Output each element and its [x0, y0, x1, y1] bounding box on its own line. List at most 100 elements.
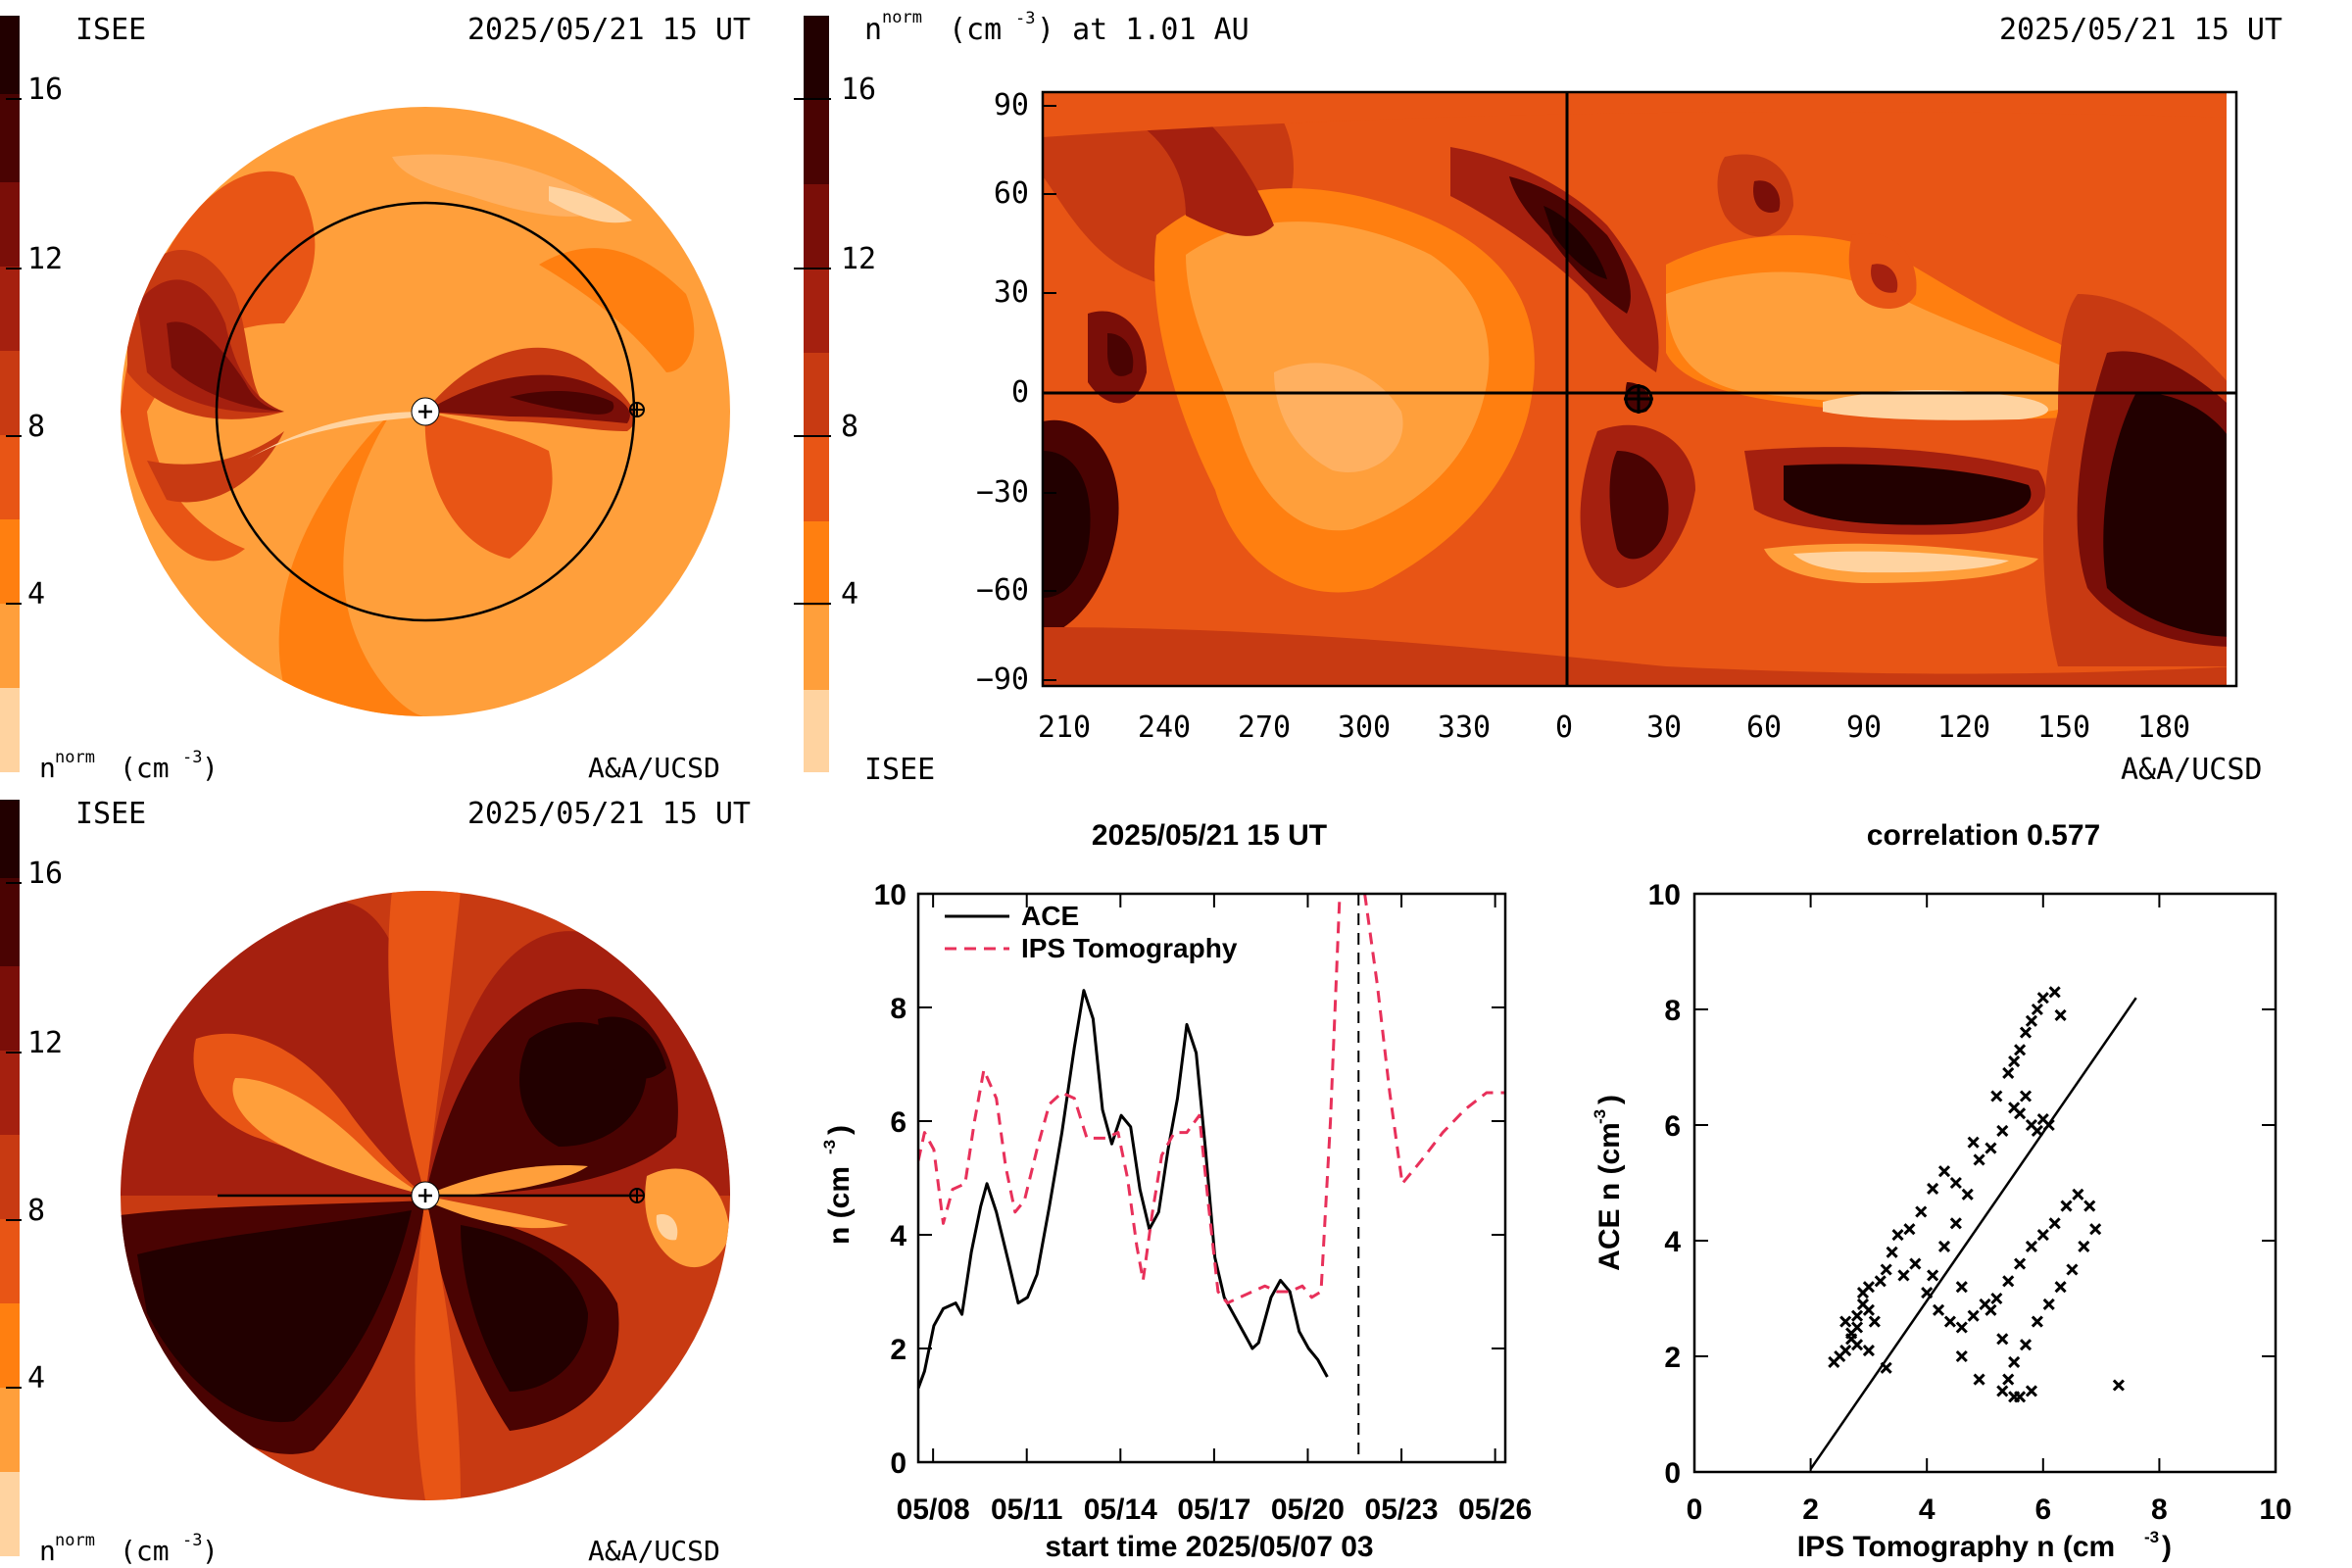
x-tick-label: 6	[2034, 1494, 2051, 1526]
y-tick-label: 30	[994, 275, 1029, 310]
y-tick-label: −30	[976, 475, 1029, 510]
scatter-point	[1996, 1333, 2009, 1346]
x-tick-label: 05/23	[1365, 1494, 1439, 1526]
top-left-density-disk	[121, 107, 730, 716]
scatter-chart-xlabel: IPS Tomography n (cm -3 )	[1797, 1528, 2172, 1563]
svg-text:-3: -3	[182, 748, 202, 767]
scatter-point	[1839, 1315, 1852, 1328]
y-tick-label: 4	[1664, 1226, 1681, 1258]
svg-text:n: n	[864, 13, 882, 47]
scatter-point	[2031, 1003, 2043, 1016]
line-chart-ylabel: n (cm -3 )	[820, 1125, 856, 1245]
scatter-point	[2031, 1124, 2043, 1137]
line-chart-grid-ticks: 0 2 4 6 8 10 05/08 05/11 05/14 05/17 05/20 05/23 05/…	[874, 879, 1533, 1526]
scatter-chart-ticks: 0 2 4 6 8 10 0 2 4 6 8 10	[1648, 879, 2292, 1526]
scatter-point	[1973, 1153, 1985, 1166]
scatter-chart-title: correlation 0.577	[1867, 819, 2100, 852]
scatter-point	[2014, 1257, 2027, 1270]
synoptic-map-timestamp: 2025/05/21 15 UT	[1999, 13, 2282, 47]
x-tick-label: 05/14	[1084, 1494, 1157, 1526]
x-tick-label: 10	[2259, 1494, 2291, 1526]
scatter-point	[1921, 1287, 1934, 1299]
colorbar-tick-label: 16	[841, 73, 876, 107]
colorbar-tick-label: 12	[841, 242, 876, 276]
y-tick-label: −90	[976, 662, 1029, 697]
scatter-point	[1868, 1315, 1881, 1328]
svg-text:-3: -3	[2144, 1528, 2159, 1546]
y-tick-label: 0	[890, 1447, 906, 1480]
legend-ace-label: ACE	[1021, 901, 1079, 931]
scatter-point	[1880, 1263, 1892, 1276]
line-chart-title: 2025/05/21 15 UT	[1092, 819, 1327, 852]
scatter-point	[2019, 1026, 2033, 1039]
ips-tomography-line	[918, 894, 1342, 1305]
colorbar-tick-label: 4	[27, 1361, 45, 1396]
synoptic-map-title: n norm (cm -3 ) at 1.01 AU	[864, 8, 1250, 47]
synoptic-left-credit: ISEE	[864, 753, 935, 787]
synoptic-map-frame	[1041, 90, 2238, 688]
svg-text:norm: norm	[55, 748, 95, 767]
scatter-point	[2078, 1240, 2090, 1252]
synoptic-right-credit: A&A/UCSD	[2121, 753, 2263, 787]
x-tick-label: 180	[2137, 710, 2190, 745]
scatter-point	[1961, 1188, 1974, 1200]
colorbar-tick-label: 8	[27, 410, 45, 444]
bottom-left-units-label: n norm (cm -3 )	[39, 1531, 219, 1567]
scatter-point	[1828, 1355, 1840, 1368]
scatter-point	[2008, 1355, 2021, 1368]
ace-line	[918, 989, 1329, 1390]
scatter-point	[2042, 1298, 2055, 1310]
svg-text:n: n	[39, 752, 56, 784]
svg-text:norm: norm	[882, 8, 922, 27]
svg-text:(cm: (cm	[949, 13, 1002, 47]
scatter-point	[2008, 1055, 2021, 1068]
svg-text:IPS Tomography n (cm: IPS Tomography n (cm	[1797, 1531, 2115, 1563]
scatter-point	[2031, 1315, 2043, 1328]
x-tick-label: 05/08	[897, 1494, 970, 1526]
scatter-point	[1996, 1124, 2009, 1137]
scatter-point	[1932, 1303, 1945, 1316]
scatter-chart-ylabel: ACE n (cm -3 )	[1591, 1095, 1626, 1271]
scatter-chart-points	[1809, 986, 2137, 1470]
x-tick-label: 05/26	[1458, 1494, 1532, 1526]
top-left-units-label: n norm (cm -3 )	[39, 748, 219, 784]
x-tick-label: 120	[1937, 710, 1990, 745]
scatter-point	[1984, 1303, 1997, 1316]
x-tick-label: 05/20	[1271, 1494, 1345, 1526]
synoptic-y-axis: 90 60 30 0 −30 −60 −90	[976, 88, 1056, 697]
scatter-chart-frame	[1692, 892, 2278, 1474]
scatter-point	[2048, 1217, 2061, 1230]
y-tick-label: 60	[994, 176, 1029, 211]
scatter-point	[1955, 1281, 1968, 1294]
colorbar-tick-label: 8	[27, 1194, 45, 1228]
scatter-point	[1909, 1257, 1922, 1270]
scatter-point	[2019, 1339, 2033, 1351]
x-tick-label: 0	[1687, 1494, 1703, 1526]
colorbar-tick-label: 4	[27, 577, 45, 612]
svg-text:-3: -3	[1591, 1109, 1609, 1124]
scatter-point	[1996, 1385, 2009, 1397]
scatter-point	[1874, 1275, 1886, 1288]
scatter-point	[1943, 1315, 1956, 1328]
svg-text:-3: -3	[182, 1531, 202, 1550]
scatter-point	[1862, 1303, 1875, 1316]
scatter-point	[2008, 1102, 2021, 1114]
y-tick-label: 8	[1664, 995, 1681, 1027]
svg-text:n: n	[39, 1535, 56, 1567]
y-tick-label: 6	[890, 1106, 906, 1139]
scatter-point	[1850, 1339, 1864, 1351]
y-tick-label: 2	[890, 1334, 906, 1366]
bottom-left-timestamp: 2025/05/21 15 UT	[467, 797, 751, 831]
x-tick-label: 30	[1646, 710, 1682, 745]
scatter-point	[1915, 1205, 1928, 1218]
y-tick-label: 6	[1664, 1110, 1681, 1143]
svg-text:n (cm: n (cm	[823, 1166, 856, 1245]
top-left-polar-panel: ISEE 2025/05/21 15 UT 16 12 8 4	[0, 13, 751, 784]
scatter-point	[2025, 1240, 2038, 1252]
y-tick-label: 4	[890, 1220, 906, 1252]
scatter-point	[2036, 1229, 2049, 1242]
scatter-point	[2025, 1385, 2038, 1397]
scatter-point	[2008, 1391, 2021, 1403]
earth-marker-icon	[629, 402, 645, 417]
